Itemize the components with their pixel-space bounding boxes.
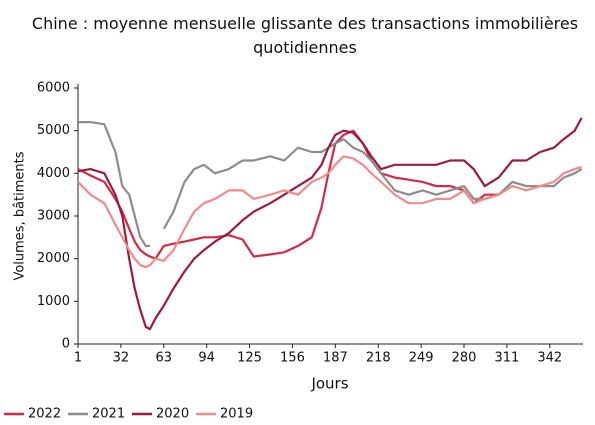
y-tick-label: 0 <box>62 337 70 352</box>
legend-label: 2020 <box>156 407 189 422</box>
x-tick-label: 63 <box>156 351 173 366</box>
y-tick-label: 1000 <box>37 294 70 309</box>
x-tick-label: 94 <box>198 351 215 366</box>
x-tick-label: 218 <box>366 351 391 366</box>
x-tick-label: 156 <box>280 351 305 366</box>
y-tick-label: 4000 <box>37 166 70 181</box>
legend-label: 2021 <box>92 407 125 422</box>
y-axis-label: Volumes, bâtiments <box>13 151 28 280</box>
y-tick-label: 6000 <box>37 81 70 96</box>
x-tick-label: 311 <box>494 351 519 366</box>
chart-title: Chine : moyenne mensuelle glissante des … <box>32 14 578 57</box>
y-tick-label: 2000 <box>37 251 70 266</box>
y-tick-label: 3000 <box>37 209 70 224</box>
line-series <box>77 155 582 269</box>
x-axis-label: Jours <box>310 375 348 393</box>
line-series <box>77 117 583 331</box>
x-tick-label: 1 <box>74 351 82 366</box>
legend-label: 2022 <box>28 407 61 422</box>
x-tick-label: 342 <box>537 351 562 366</box>
x-tick-label: 32 <box>113 351 130 366</box>
x-tick-label: 249 <box>409 351 434 366</box>
line-series <box>78 121 583 247</box>
x-tick-label: 187 <box>323 351 348 366</box>
x-tick-label: 280 <box>452 351 477 366</box>
line-series <box>77 129 499 260</box>
legend-label: 2019 <box>220 407 253 422</box>
y-tick-label: 5000 <box>37 123 70 138</box>
x-tick-label: 125 <box>237 351 262 366</box>
